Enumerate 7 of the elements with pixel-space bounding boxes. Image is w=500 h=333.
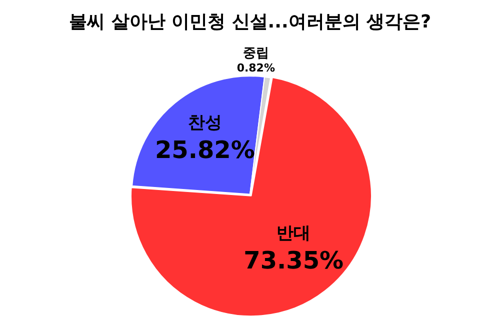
data-label: 0.82% (236, 61, 275, 74)
chart-title: 불씨 살아난 이민청 신설...여러분의 생각은? (68, 11, 432, 32)
slice-label: 중립 (242, 46, 269, 61)
slice-label: 반대 (276, 224, 311, 244)
data-label: 25.82% (154, 136, 255, 164)
slice-label: 찬성 (188, 112, 222, 133)
data-label: 73.35% (244, 246, 344, 274)
